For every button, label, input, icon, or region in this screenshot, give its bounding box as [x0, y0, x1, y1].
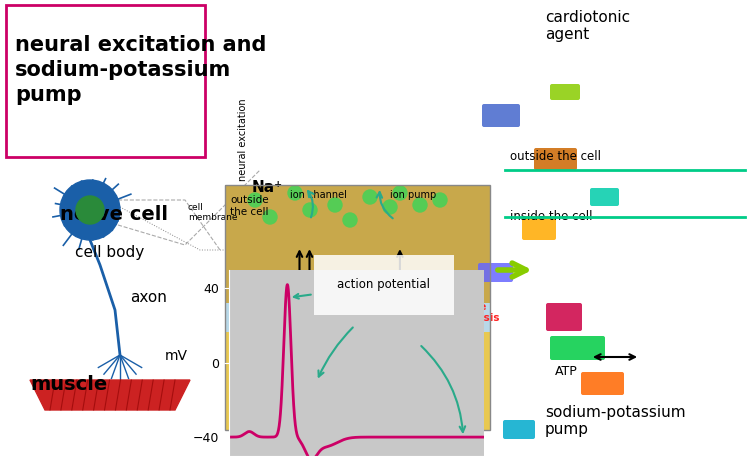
Circle shape [313, 276, 327, 290]
Text: signal
transmission: signal transmission [237, 353, 317, 375]
FancyBboxPatch shape [550, 84, 580, 100]
Circle shape [328, 198, 342, 212]
Bar [225, 185, 490, 430]
Text: sodium-potassium
pump: sodium-potassium pump [545, 405, 686, 438]
Circle shape [303, 288, 317, 302]
Circle shape [343, 213, 357, 227]
Circle shape [443, 273, 457, 287]
Ellipse shape [385, 300, 415, 345]
FancyBboxPatch shape [225, 185, 490, 320]
Text: nerve cell: nerve cell [60, 205, 168, 224]
Y-axis label: mV: mV [164, 349, 188, 363]
Circle shape [60, 180, 120, 240]
Circle shape [388, 293, 402, 307]
FancyBboxPatch shape [581, 372, 624, 395]
Ellipse shape [286, 298, 323, 358]
Text: inside the cell: inside the cell [510, 210, 592, 223]
Circle shape [263, 210, 277, 224]
Text: cardiotonic
agent: cardiotonic agent [545, 10, 630, 42]
Bar [225, 303, 490, 332]
Circle shape [363, 286, 377, 300]
FancyBboxPatch shape [522, 216, 556, 240]
FancyBboxPatch shape [6, 5, 205, 157]
Circle shape [248, 283, 262, 297]
Text: ion channel: ion channel [290, 190, 346, 200]
Text: inside
the cell: inside the cell [230, 337, 268, 359]
Circle shape [413, 198, 427, 212]
Text: outside
the cell: outside the cell [230, 195, 268, 217]
Text: Na⁺: Na⁺ [252, 180, 284, 195]
Circle shape [393, 186, 407, 200]
Text: ion pump: ion pump [390, 190, 436, 200]
FancyBboxPatch shape [546, 303, 582, 331]
FancyBboxPatch shape [225, 327, 490, 430]
Circle shape [453, 296, 467, 310]
Text: neural excitation: neural excitation [238, 99, 248, 181]
Text: K⁺: K⁺ [345, 369, 363, 383]
Circle shape [408, 280, 422, 294]
Text: outside the cell: outside the cell [510, 150, 601, 163]
Circle shape [433, 290, 447, 304]
Circle shape [383, 200, 397, 214]
Polygon shape [30, 380, 190, 410]
FancyBboxPatch shape [534, 148, 577, 170]
Text: action potential: action potential [294, 278, 430, 299]
Text: neural excitation and
sodium-potassium
pump: neural excitation and sodium-potassium p… [15, 35, 266, 105]
FancyBboxPatch shape [503, 420, 535, 439]
FancyBboxPatch shape [482, 104, 520, 127]
Ellipse shape [286, 277, 323, 337]
Circle shape [338, 298, 352, 312]
FancyBboxPatch shape [478, 263, 513, 282]
Text: ATP: ATP [555, 365, 578, 378]
Text: cell
membrane: cell membrane [188, 203, 238, 222]
Text: ATP
energy: ATP energy [380, 375, 424, 397]
Text: axon: axon [130, 290, 166, 305]
Circle shape [408, 283, 422, 297]
Circle shape [433, 193, 447, 207]
Text: cell body: cell body [75, 245, 144, 260]
Bar [362, 276, 438, 411]
Circle shape [388, 273, 402, 287]
Circle shape [288, 186, 302, 200]
Circle shape [273, 273, 287, 287]
Circle shape [248, 193, 262, 207]
Text: maintenance
of homeostasis: maintenance of homeostasis [410, 302, 500, 323]
Circle shape [363, 190, 377, 204]
Text: muscle: muscle [30, 375, 107, 394]
FancyBboxPatch shape [590, 188, 619, 206]
Circle shape [273, 296, 287, 310]
Circle shape [303, 203, 317, 217]
Circle shape [76, 196, 104, 224]
Ellipse shape [374, 277, 426, 357]
FancyBboxPatch shape [550, 336, 605, 360]
